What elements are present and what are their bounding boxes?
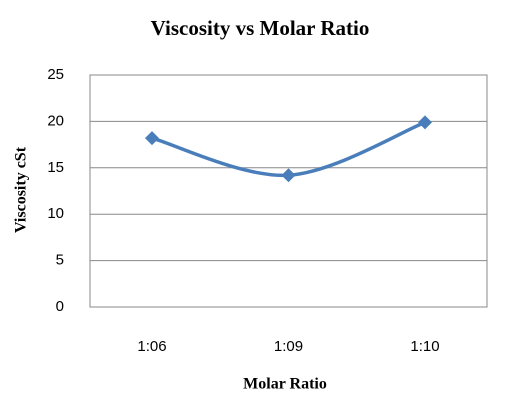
x-tick-label: 1:10 <box>410 338 439 355</box>
point-marker <box>418 115 432 130</box>
y-tick-label: 0 <box>56 298 64 315</box>
x-tick-label: 1:09 <box>274 338 303 355</box>
y-tick-label: 10 <box>47 205 64 222</box>
y-axis-label: Viscosity cSt <box>13 146 30 233</box>
plot-border <box>89 74 488 308</box>
y-tick-label: 20 <box>47 112 64 129</box>
x-tick-label: 1:06 <box>137 338 166 355</box>
y-tick-label: 5 <box>56 252 64 269</box>
chart-title: Viscosity vs Molar Ratio <box>151 16 370 40</box>
point-marker <box>281 168 296 183</box>
y-tick-label: 15 <box>47 159 64 176</box>
y-tick-label: 25 <box>47 66 64 83</box>
point-marker <box>145 131 159 146</box>
x-axis-label: Molar Ratio <box>243 376 327 393</box>
